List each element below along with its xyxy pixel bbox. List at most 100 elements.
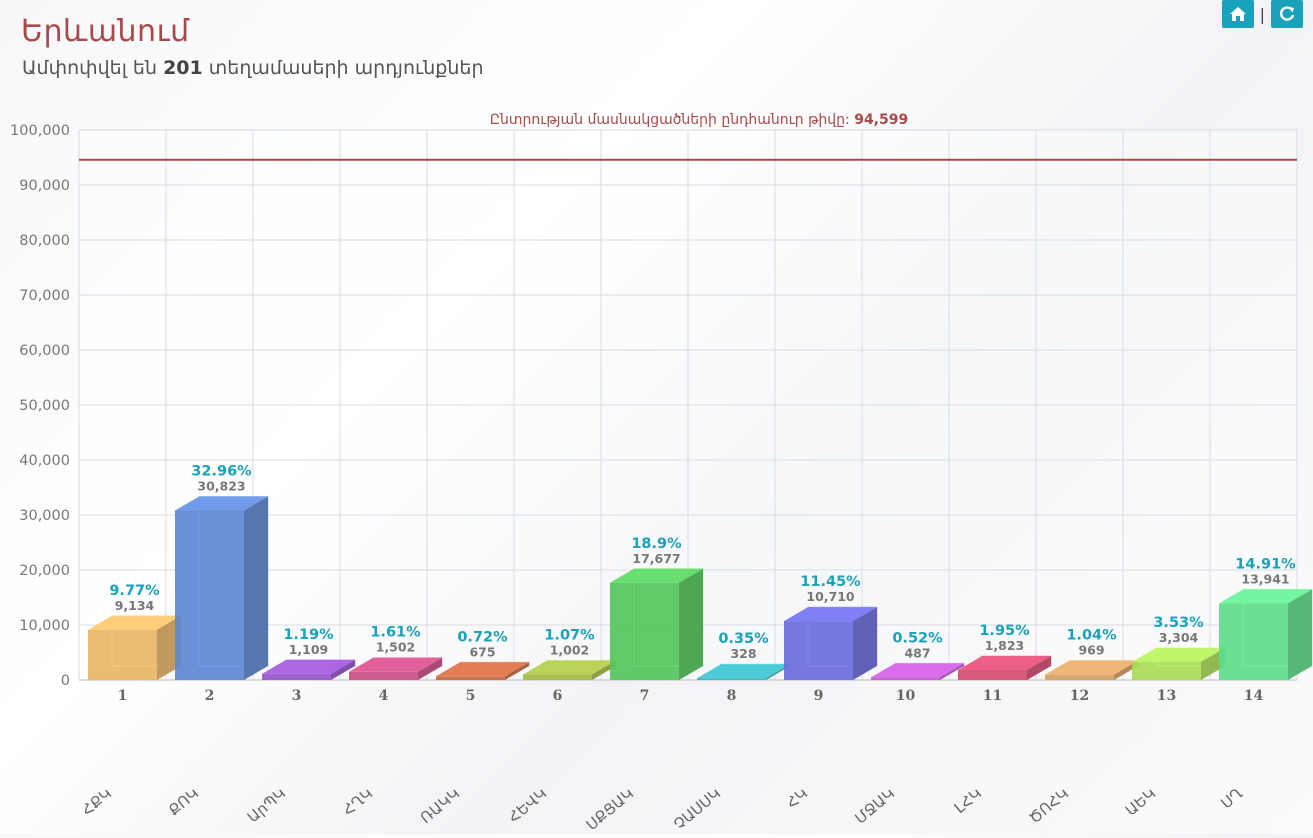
x-tick-label: 12 (1070, 688, 1089, 704)
y-tick-label: 100,000 (10, 123, 70, 139)
bar-top (697, 664, 790, 679)
bar-chart: 0 10,000 20,000 30,000 40,000 50,000 60,000 70,… (10, 112, 1313, 834)
bar (784, 621, 853, 680)
bar-side (1027, 655, 1051, 680)
y-tick-label: 60,000 (19, 343, 70, 359)
y-tick-label: 90,000 (19, 178, 70, 194)
total-label-text: Ընտրության մասնակցածների ընդհանուր թիվը: (490, 112, 854, 128)
party-label: ՄՋԱԿ (851, 784, 898, 827)
top-toolbar: | (1221, 0, 1303, 28)
page-title: Երևանում (21, 14, 190, 49)
bar-top (175, 496, 268, 511)
chart-area: 0 10,000 20,000 30,000 40,000 50,000 60,000 70,… (0, 100, 1313, 834)
bar-percent-label: 9.77% (109, 583, 160, 599)
bar-value-label: 1,823 (985, 638, 1025, 653)
bar-side (940, 663, 964, 680)
party-label: ՀԿ (783, 784, 811, 812)
bar-top (1045, 660, 1138, 675)
party-label: ՍՔՑԱԿ (583, 784, 637, 834)
bar-top (871, 663, 964, 678)
bar-percent-label: 14.91% (1235, 556, 1296, 572)
bar-percent-label: 0.52% (892, 630, 943, 646)
total-label: Ընտրության մասնակցածների ընդհանուր թիվը:… (490, 112, 908, 128)
home-icon (1229, 7, 1246, 21)
party-label: ՀՔԿ (78, 784, 115, 819)
bar-side (418, 657, 442, 680)
bar-value-label: 1,002 (550, 642, 590, 657)
bar-side (505, 662, 529, 680)
y-tick-label: 20,000 (19, 563, 70, 579)
subtitle-count: 201 (163, 57, 203, 79)
y-tick-label: 40,000 (19, 453, 70, 469)
bar-top (1219, 589, 1312, 604)
x-tick-label: 8 (727, 688, 737, 704)
party-label: ԼՀԿ (951, 784, 985, 817)
bar-top (1132, 647, 1225, 662)
bar-side (331, 659, 355, 680)
bar-value-label: 1,502 (376, 640, 416, 655)
x-tick-label: 3 (292, 688, 302, 704)
bar-percent-label: 18.9% (631, 536, 682, 552)
bar-top (88, 615, 181, 630)
bar-percent-label: 11.45% (800, 574, 861, 590)
x-tick-label: 7 (640, 688, 650, 704)
bar-value-label: 675 (469, 644, 495, 659)
party-label: ՉԱՍՍԿ (670, 784, 724, 833)
bar (958, 669, 1027, 680)
bar-value-label: 328 (730, 646, 756, 661)
x-tick-label: 4 (379, 688, 389, 704)
y-tick-label: 30,000 (19, 508, 70, 524)
bar-percent-label: 3.53% (1153, 615, 1204, 631)
x-tick-label: 5 (466, 688, 476, 704)
bar-value-label: 13,941 (1241, 571, 1289, 586)
party-label: ԱրՊԿ (244, 784, 289, 826)
bar-top (523, 660, 616, 675)
party-label: ՔՈԿ (165, 784, 202, 819)
total-label-value: 94,599 (854, 112, 908, 128)
bar-side (853, 607, 877, 680)
bar-percent-label: 32.96% (191, 463, 252, 479)
party-label: ՀՂԿ (339, 784, 376, 819)
bar-value-label: 9,134 (115, 598, 155, 613)
bar (610, 582, 679, 680)
bar-value-label: 17,677 (632, 551, 680, 566)
x-tick-label: 10 (896, 688, 916, 704)
bar-percent-label: 1.61% (370, 625, 421, 641)
bar (1219, 603, 1288, 680)
y-tick-label: 0 (61, 673, 70, 689)
bar-percent-label: 1.95% (979, 623, 1030, 639)
bar-value-label: 3,304 (1159, 630, 1199, 645)
bar (523, 674, 592, 680)
party-label: ԾՈՀԿ (1026, 784, 1073, 827)
bar (262, 673, 331, 680)
bar (1132, 661, 1201, 680)
bar-percent-label: 0.35% (718, 631, 769, 647)
bar-top (610, 568, 703, 583)
toolbar-separator: | (1259, 4, 1265, 24)
bar-side (1288, 589, 1312, 680)
y-tick-label: 50,000 (19, 398, 70, 414)
bar-value-label: 1,109 (289, 642, 329, 657)
y-tick-label: 80,000 (19, 233, 70, 249)
party-label: ՍՂ (1217, 784, 1246, 812)
bar-percent-label: 1.04% (1066, 628, 1117, 644)
x-tick-label: 2 (205, 688, 215, 704)
refresh-button[interactable] (1271, 0, 1303, 28)
bar-top (349, 657, 442, 672)
home-button[interactable] (1221, 0, 1254, 28)
refresh-icon (1280, 6, 1295, 21)
bar (88, 629, 157, 680)
subtitle-suffix: տեղամասերի արդյունքներ (208, 57, 484, 79)
bar-percent-label: 1.07% (544, 627, 595, 643)
bar-percent-label: 0.72% (457, 629, 508, 645)
party-label: ԱԵԿ (1122, 784, 1159, 819)
bar-top (262, 659, 355, 674)
bar-top (958, 655, 1051, 670)
party-label: ՀԵՎԿ (505, 784, 550, 826)
bar (349, 671, 418, 680)
bar-percent-label: 1.19% (283, 627, 334, 643)
bar (697, 678, 766, 680)
bar-side (244, 496, 268, 680)
y-tick-label: 10,000 (19, 618, 70, 634)
bar-top (784, 607, 877, 622)
